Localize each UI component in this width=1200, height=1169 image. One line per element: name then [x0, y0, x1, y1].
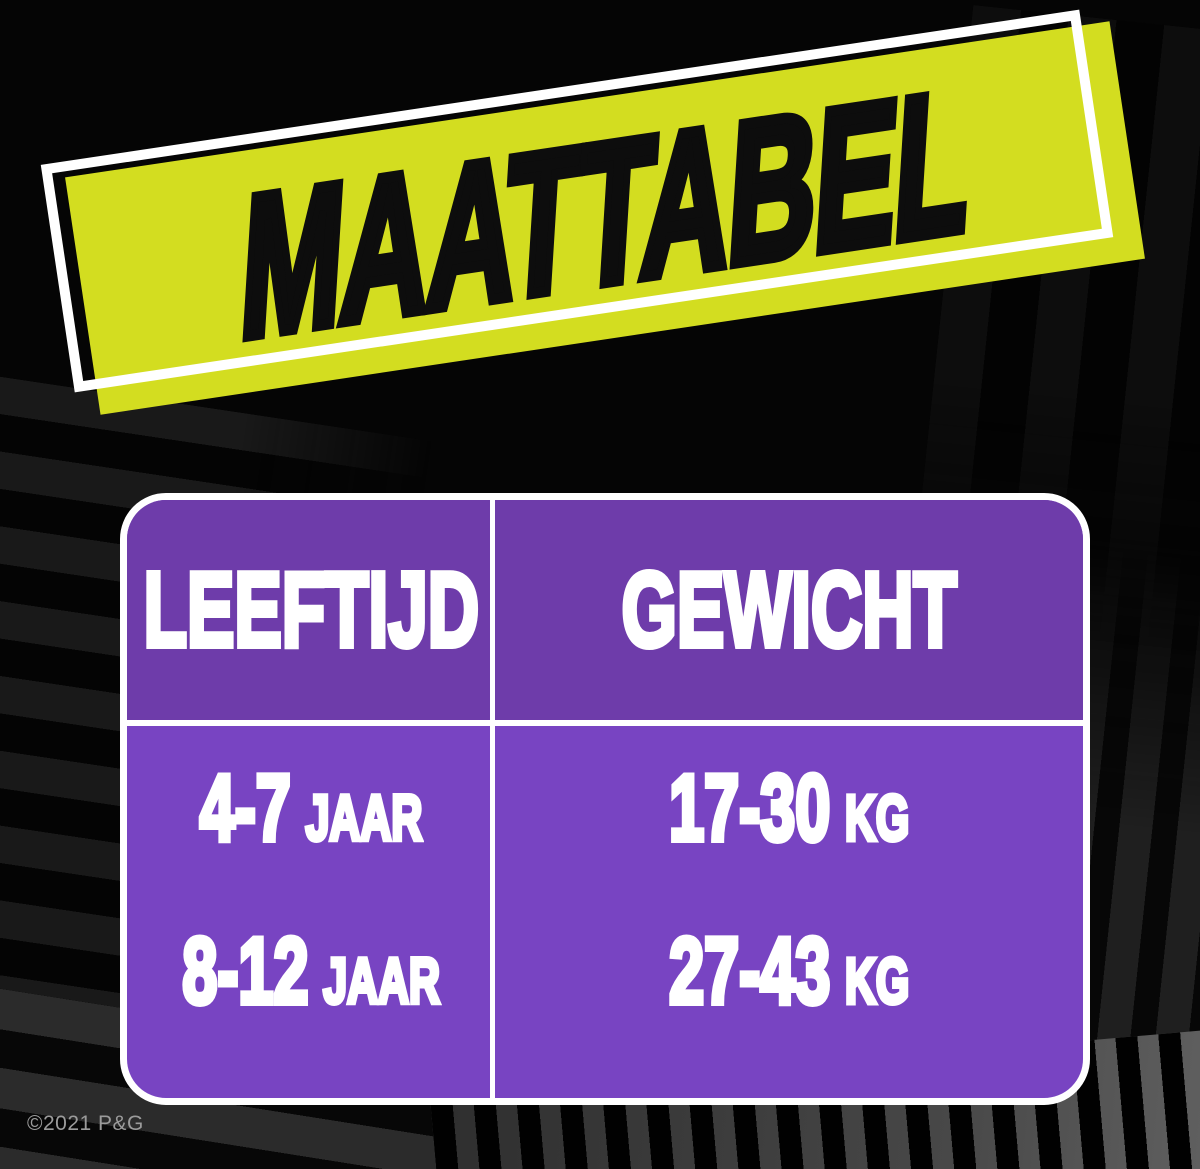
weight-unit: KG: [843, 781, 911, 854]
header-weight-label: GEWICHT: [619, 551, 958, 669]
header-cell-weight: GEWICHT: [495, 500, 1083, 720]
age-unit: JAAR: [304, 781, 424, 854]
weight-text: 27-43 KG: [667, 920, 911, 1020]
header-cell-age: LEEFTIJD: [127, 500, 495, 720]
weight-cell: 27-43 KG: [495, 889, 1083, 1052]
column-divider-line: [490, 500, 495, 1098]
weight-value: 17-30: [667, 754, 832, 860]
weight-cell: 17-30 KG: [495, 726, 1083, 889]
copyright-text: ©2021 P&G: [27, 1112, 144, 1135]
age-value: 4-7: [198, 754, 293, 860]
weight-unit: KG: [843, 944, 911, 1017]
size-table: LEEFTIJD GEWICHT 4-7 JAAR 17-30 KG 8-12 JAA…: [120, 493, 1090, 1105]
weight-value: 27-43: [667, 917, 832, 1023]
header-divider-line: [127, 720, 1083, 726]
age-cell: 8-12 JAAR: [127, 889, 495, 1052]
header-age-label: LEEFTIJD: [141, 551, 480, 669]
weight-text: 17-30 KG: [667, 757, 911, 857]
age-cell: 4-7 JAAR: [127, 726, 495, 889]
age-value: 8-12: [180, 917, 310, 1023]
age-text: 8-12 JAAR: [180, 920, 441, 1020]
table-body: 4-7 JAAR 17-30 KG 8-12 JAAR 27-43 KG: [127, 726, 1083, 1098]
age-unit: JAAR: [321, 944, 441, 1017]
table-header-row: LEEFTIJD GEWICHT: [127, 500, 1083, 720]
table-row: 8-12 JAAR 27-43 KG: [127, 889, 1083, 1052]
table-row: 4-7 JAAR 17-30 KG: [127, 726, 1083, 889]
age-text: 4-7 JAAR: [198, 757, 424, 857]
